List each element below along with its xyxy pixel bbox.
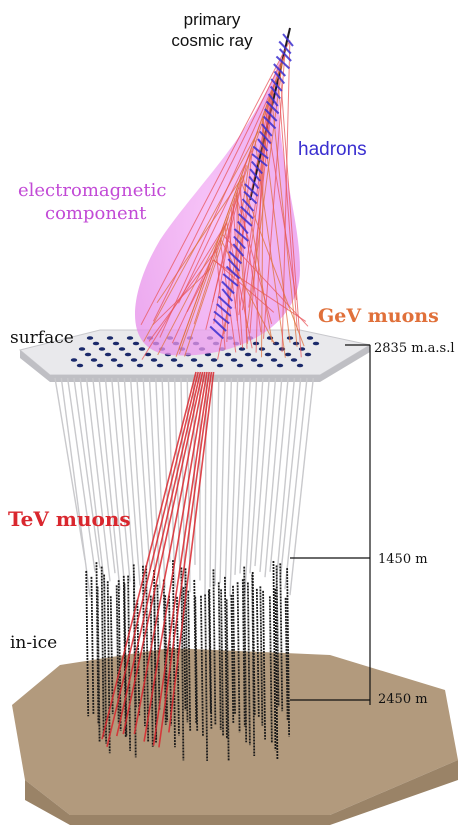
dom-dot: [137, 364, 143, 368]
label-surface: surface: [10, 328, 74, 348]
label-hadrons: hadrons: [298, 139, 367, 160]
label-primary: primary: [184, 10, 241, 29]
dom-dot: [211, 358, 217, 362]
label-elevation: 2835 m.a.s.l: [374, 341, 455, 356]
dom-dot: [171, 358, 177, 362]
cable-string: [225, 378, 231, 596]
dom-dot: [139, 347, 145, 351]
dom-dot: [113, 342, 119, 346]
dom-dot: [157, 364, 163, 368]
dom-dot: [277, 364, 283, 368]
dom-dot: [177, 364, 183, 368]
dom-dot: [77, 364, 83, 368]
dom-dot: [93, 342, 99, 346]
dom-dot: [271, 358, 277, 362]
cable-string: [215, 378, 219, 586]
dom-dot: [91, 358, 97, 362]
label-1450m: 1450 m: [378, 552, 428, 567]
label-cosmic-ray: cosmic ray: [171, 31, 253, 50]
cable-string: [230, 378, 238, 596]
dom-dot: [191, 358, 197, 362]
label-in-ice: in-ice: [10, 633, 57, 653]
dom-dot: [125, 353, 131, 357]
dom-dot: [297, 364, 303, 368]
dom-dot: [107, 336, 113, 340]
cable-string: [240, 378, 250, 573]
label-component: component: [45, 203, 147, 224]
cable-string: [290, 378, 313, 595]
cable-string: [280, 378, 301, 582]
label-2450m: 2450 m: [378, 692, 428, 707]
dom-dot: [119, 347, 125, 351]
cable-string: [99, 378, 120, 590]
dom-dot: [99, 347, 105, 351]
dom-dot: [79, 347, 85, 351]
dom-dot: [313, 342, 319, 346]
dom-dot: [293, 342, 299, 346]
dom-dot: [197, 364, 203, 368]
cable-string: [143, 378, 155, 575]
dom-dot: [299, 347, 305, 351]
dom-dot: [231, 358, 237, 362]
dom-dot: [105, 353, 111, 357]
cable-string: [210, 378, 213, 588]
dom-dot: [111, 358, 117, 362]
dom-dot: [265, 353, 271, 357]
dom-dot: [237, 364, 243, 368]
dom-dot: [285, 353, 291, 357]
dom-dot: [225, 353, 231, 357]
cable-string: [137, 378, 150, 570]
dom-dot: [133, 342, 139, 346]
dom-dot: [151, 358, 157, 362]
dom-dot: [251, 358, 257, 362]
cable-string: [220, 378, 225, 583]
dom-dot: [291, 358, 297, 362]
cable-string: [61, 378, 90, 597]
dom-dot: [87, 336, 93, 340]
dom-dot: [217, 364, 223, 368]
dom-dot: [131, 358, 137, 362]
label-electromagnetic: electromagnetic: [18, 180, 166, 201]
dom-dot: [245, 353, 251, 357]
dom-dot: [305, 353, 311, 357]
depth-scale: [290, 345, 370, 705]
dom-dot: [127, 336, 133, 340]
dom-dot: [307, 336, 313, 340]
dom-dot: [257, 364, 263, 368]
label-tev-muons: TeV muons: [8, 507, 131, 531]
dom-dot: [85, 353, 91, 357]
dom-dot: [117, 364, 123, 368]
dom-dot: [71, 358, 77, 362]
dom-dot: [239, 347, 245, 351]
dom-dot: [97, 364, 103, 368]
label-gev-muons: GeV muons: [318, 305, 439, 327]
